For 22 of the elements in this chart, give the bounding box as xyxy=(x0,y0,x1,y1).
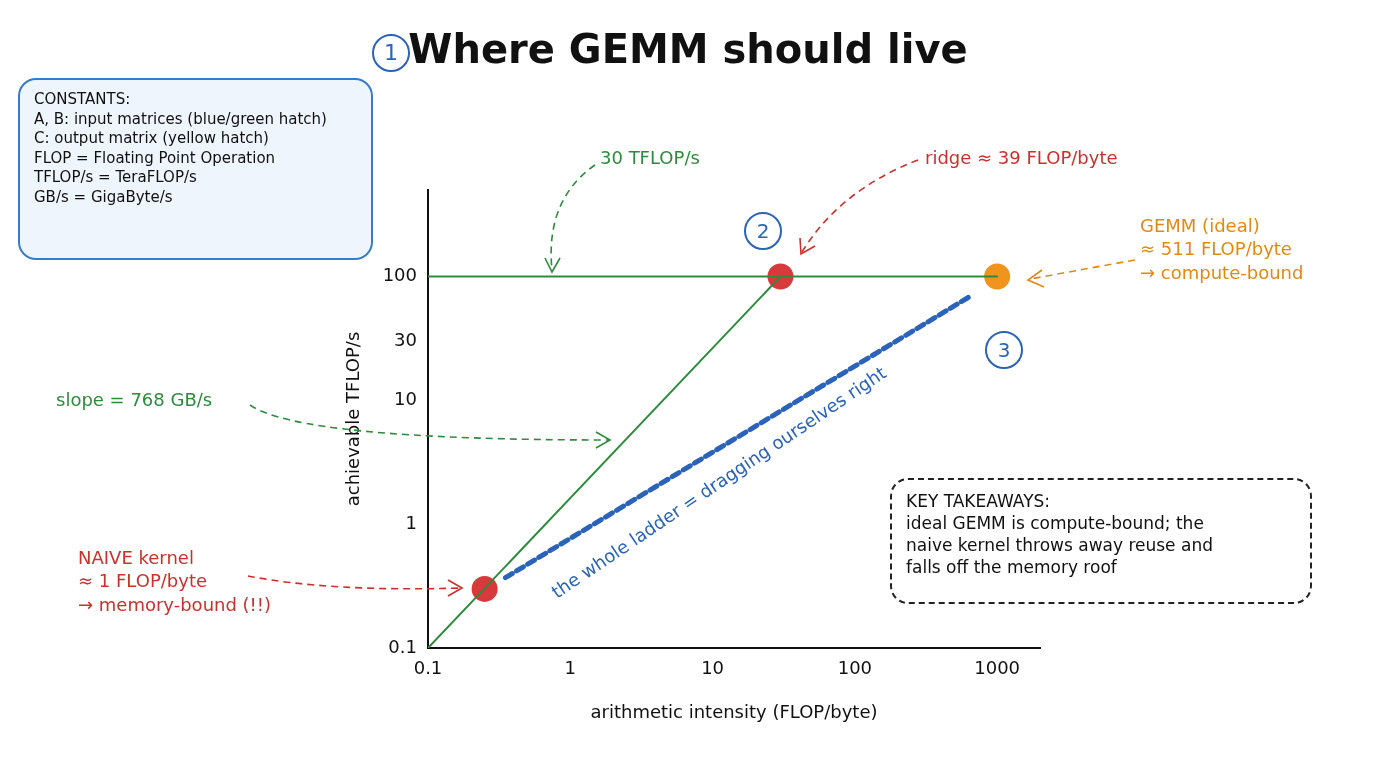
text: ridge ≈ 39 FLOP/byte xyxy=(925,146,1118,170)
y-tick-label: 100 xyxy=(382,264,417,286)
y-tick-label: 30 xyxy=(394,328,417,350)
x-tick-label: 1000 xyxy=(974,657,1021,679)
x-tick-label: 1 xyxy=(564,657,577,679)
text: CONSTANTS: A, B: input matrices (blue/green hatch) C: output matrix (yellow hatch) FLOP = Floating Point Operation TFLOP/s = TeraFLOP/s GB/s = GigaByte/s xyxy=(18,78,373,260)
y-tick-label: 0.1 xyxy=(388,635,417,657)
x-tick-label: 100 xyxy=(837,657,873,679)
text: GEMM (ideal) ≈ 511 FLOP/byte → compute-bound xyxy=(1140,214,1304,285)
y-tick-label: 1 xyxy=(405,511,417,533)
chart-title: Where GEMM should live xyxy=(408,26,968,72)
annotation: KEY TAKEAWAYS: ideal GEMM is compute-bound; the naive kernel throws away reuse and falls off the memory roof xyxy=(890,478,1312,604)
x-axis-title: arithmetic intensity (FLOP/byte) xyxy=(590,700,878,722)
annotation: 2 xyxy=(744,212,782,250)
y-axis-title: achievable TFLOP/s xyxy=(342,331,364,507)
annotation: 3 xyxy=(985,331,1023,369)
x-tick-label: 10 xyxy=(701,657,725,679)
text: NAIVE kernel ≈ 1 FLOP/byte → memory-bound (!!) xyxy=(78,546,272,617)
text: 30 TFLOP/s xyxy=(600,146,700,170)
x-tick-label: 0.1 xyxy=(413,657,443,679)
text: slope = 768 GB/s xyxy=(56,388,213,412)
y-tick-label: 10 xyxy=(394,388,417,410)
